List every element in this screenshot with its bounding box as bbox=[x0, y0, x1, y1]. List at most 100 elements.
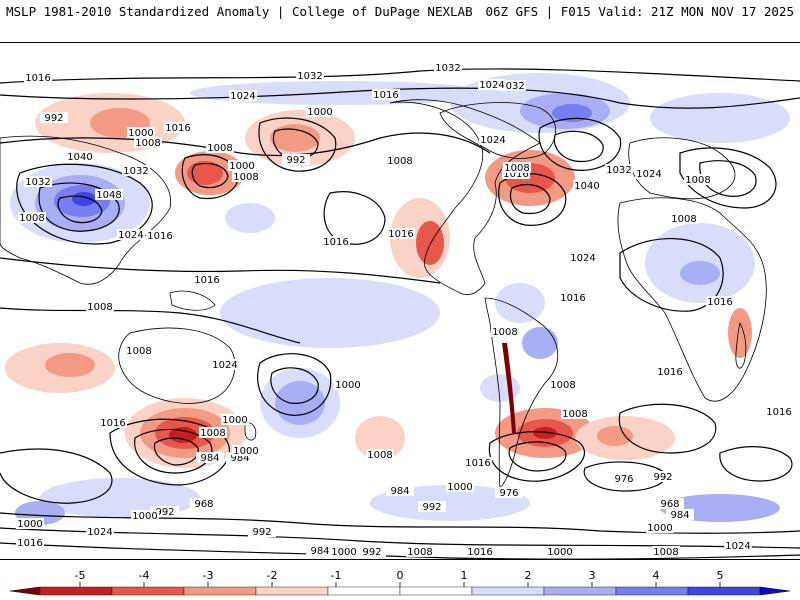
isobar-value: 1016 bbox=[560, 293, 585, 304]
isobar-value: 1000 bbox=[447, 482, 472, 493]
isobar-value: 992 bbox=[362, 547, 381, 558]
isobar-value: 1024 bbox=[636, 169, 661, 180]
isobar-value: 1016 bbox=[100, 418, 125, 429]
anom-indian-core bbox=[45, 353, 95, 377]
isobar-label-2: 1032 bbox=[434, 62, 462, 74]
colorbar-tick-label: 1 bbox=[461, 569, 468, 582]
isobar-label-30: 1016 bbox=[322, 236, 350, 248]
colorbar-segment-1 bbox=[111, 586, 185, 596]
isobar-label-7: 1000 bbox=[127, 127, 155, 139]
isobar-label-6: 992 bbox=[40, 112, 68, 124]
isobar-0 bbox=[0, 68, 800, 84]
isobar-label-47: 968 bbox=[190, 498, 218, 510]
isobar-value: 1008 bbox=[407, 547, 432, 558]
isobar-value: 1024 bbox=[212, 360, 237, 371]
isobar-value: 1008 bbox=[233, 172, 258, 183]
isobar-1 bbox=[0, 87, 800, 109]
isobar-value: 992 bbox=[653, 472, 672, 483]
isobar-label-31: 1008 bbox=[386, 155, 414, 167]
colorbar-ticks: -5 -4 -3 -2 -1 0 1 2 3 4 5 bbox=[75, 569, 724, 587]
isobar-label-79: 1016 bbox=[765, 406, 793, 418]
isobar-label-73: 992 bbox=[358, 546, 386, 558]
isobar-value: 1008 bbox=[367, 450, 392, 461]
isobar-value: 1016 bbox=[147, 231, 172, 242]
coast-new-zealand bbox=[244, 422, 257, 441]
colorbar-segment-7 bbox=[543, 586, 617, 596]
isobar-value: 1000 bbox=[222, 415, 247, 426]
isobar-label-24: 1032 bbox=[605, 164, 633, 176]
isobar-label-28: 1016 bbox=[387, 228, 415, 240]
isobar-label-46: 984 bbox=[196, 452, 224, 464]
isobar-label-0: 1016 bbox=[24, 72, 52, 84]
isobar-17 bbox=[270, 367, 319, 404]
isobar-label-67: 1024 bbox=[86, 526, 114, 538]
isobar-16 bbox=[257, 353, 332, 416]
isobars bbox=[0, 68, 800, 559]
isobar-label-5: 1032 bbox=[498, 80, 526, 92]
isobar-label-59: 1000 bbox=[131, 510, 159, 522]
colorbar-segment-0 bbox=[39, 586, 113, 596]
isobar-label-40: 1024 bbox=[211, 359, 239, 371]
isobar-13 bbox=[553, 130, 604, 163]
isobar-label-1: 1032 bbox=[296, 70, 324, 82]
isobar-value: 1008 bbox=[562, 409, 587, 420]
isobar-29 bbox=[323, 191, 386, 245]
isobar-5 bbox=[57, 195, 103, 224]
isobar-label-12: 992 bbox=[282, 154, 310, 166]
isobar-label-76: 1000 bbox=[546, 546, 574, 558]
isobar-label-15: 1032 bbox=[122, 165, 150, 177]
isobar-value: 968 bbox=[660, 499, 679, 510]
isobar-label-36: 1016 bbox=[559, 292, 587, 304]
isobar-value: 1016 bbox=[657, 367, 682, 378]
isobar-value: 1000 bbox=[229, 161, 254, 172]
isobar-label-20: 1024 bbox=[117, 229, 145, 241]
anom-au-peak bbox=[169, 427, 197, 443]
isobar-value: 984 bbox=[200, 453, 219, 464]
isobar-12 bbox=[538, 117, 622, 171]
coast-europe bbox=[628, 137, 736, 200]
isobar-value: 992 bbox=[44, 113, 63, 124]
isobar-value: 1008 bbox=[207, 143, 232, 154]
isobar-value: 1040 bbox=[67, 152, 92, 163]
isobar-label-26: 1016 bbox=[502, 168, 530, 180]
isobar-label-17: 1008 bbox=[18, 212, 46, 224]
isobar-value: 1016 bbox=[388, 229, 413, 240]
isobar-label-38: 1016 bbox=[706, 296, 734, 308]
anom-bering-core bbox=[187, 161, 223, 185]
isobar-label-22: 1024 bbox=[478, 79, 506, 91]
isobar-label-53: 1000 bbox=[221, 414, 249, 426]
isobar-6 bbox=[181, 154, 239, 200]
anom-gulf-core bbox=[270, 124, 320, 152]
isobar-28 bbox=[618, 403, 717, 454]
isobar-label-74: 1008 bbox=[406, 546, 434, 558]
isobar-value: 968 bbox=[194, 499, 213, 510]
isobar-label-49: 1008 bbox=[199, 427, 227, 439]
isobar-value: 1016 bbox=[17, 538, 42, 549]
isobar-value: 1024 bbox=[725, 541, 750, 552]
isobar-label-68: 1016 bbox=[464, 457, 492, 469]
isobar-value: 1024 bbox=[570, 253, 595, 264]
isobar-label-62: 1000 bbox=[16, 518, 44, 530]
isobar-value: 1008 bbox=[135, 138, 160, 149]
isobar-label-69: 1000 bbox=[646, 522, 674, 534]
isobar-label-75: 1016 bbox=[466, 546, 494, 558]
isobar-label-77: 1008 bbox=[652, 546, 680, 558]
isobar-label-45: 1008 bbox=[561, 408, 589, 420]
isobar-value: 984 bbox=[310, 546, 329, 557]
anom-madagascar bbox=[728, 308, 752, 358]
isobar-label-3: 1024 bbox=[229, 90, 257, 102]
isobar-value: 1032 bbox=[499, 81, 524, 92]
anom-andes bbox=[502, 343, 516, 433]
isobar-value: 1000 bbox=[331, 547, 356, 558]
isobar-value: 1016 bbox=[503, 169, 528, 180]
isobar-value: 1016 bbox=[323, 237, 348, 248]
coast-africa bbox=[617, 197, 767, 402]
map-title: MSLP 1981-2010 Standardized Anomaly | Co… bbox=[6, 4, 473, 19]
colorbar-segment-3 bbox=[255, 586, 329, 596]
isobar-label-51: 1000 bbox=[232, 445, 260, 457]
colorbar-high-arrow bbox=[759, 586, 791, 596]
isobar-value: 984 bbox=[230, 453, 249, 464]
isobar-label-18: 1000 bbox=[228, 160, 256, 172]
isobar-value: 1032 bbox=[606, 165, 631, 176]
